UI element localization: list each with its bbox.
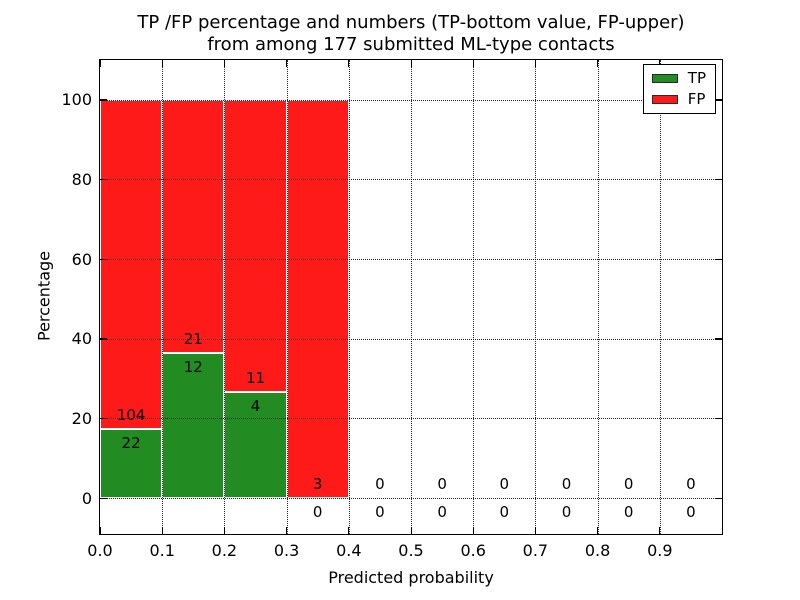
y-tick-label: 80 bbox=[71, 169, 92, 189]
x-tick-label: 0.3 bbox=[273, 541, 300, 560]
fp-count-label: 0 bbox=[499, 475, 510, 494]
tp-count-label: 12 bbox=[183, 358, 203, 377]
x-tick-top bbox=[286, 60, 288, 67]
x-tick-bottom bbox=[410, 527, 412, 534]
tp-count-label: 0 bbox=[499, 503, 510, 522]
y-tick-left bbox=[100, 417, 107, 420]
y-tick-right bbox=[715, 178, 722, 181]
tp-count-label: 0 bbox=[312, 503, 323, 522]
x-gridline bbox=[535, 60, 537, 534]
x-tick-bottom bbox=[659, 527, 661, 534]
tp-count-label: 0 bbox=[686, 503, 696, 522]
y-tick-label: 100 bbox=[61, 90, 92, 110]
fp-count-label: 0 bbox=[437, 475, 447, 494]
y-tick-label: 40 bbox=[71, 329, 92, 349]
chart-title-line2: from among 177 submitted ML-type contact… bbox=[207, 34, 615, 55]
x-gridline bbox=[411, 60, 412, 534]
fp-count-label: 104 bbox=[116, 405, 146, 424]
x-tick-bottom bbox=[348, 527, 350, 534]
chart-title-line1: TP /FP percentage and numbers (TP-bottom… bbox=[137, 12, 685, 33]
x-tick-bottom bbox=[161, 527, 163, 534]
bar-segment-tp bbox=[162, 353, 225, 499]
fp-count-label: 11 bbox=[245, 368, 266, 387]
fp-count-label: 3 bbox=[312, 475, 323, 494]
x-tick-label: 0.7 bbox=[522, 541, 549, 560]
bar-segment-fp bbox=[286, 99, 349, 499]
x-tick-label: 0.5 bbox=[398, 541, 424, 560]
tp-count-label: 0 bbox=[437, 503, 447, 522]
x-gridline bbox=[224, 60, 226, 534]
x-tick-top bbox=[223, 60, 226, 67]
tp-count-label: 0 bbox=[561, 503, 572, 522]
x-tick-label: 0.2 bbox=[211, 541, 238, 560]
x-gridline bbox=[348, 60, 350, 534]
tp-count-label: 0 bbox=[623, 503, 634, 522]
legend-label-tp: TP bbox=[687, 69, 706, 87]
legend-swatch-tp bbox=[651, 74, 678, 83]
chart-title: TP /FP percentage and numbers (TP-bottom… bbox=[99, 12, 723, 56]
bar-segment-tp bbox=[100, 428, 163, 499]
x-gridline bbox=[162, 60, 164, 534]
y-tick-right bbox=[715, 497, 722, 499]
y-tick-label: 0 bbox=[81, 488, 92, 508]
x-tick-bottom bbox=[286, 527, 288, 534]
x-tick-label: 0.0 bbox=[87, 541, 113, 560]
x-gridline bbox=[597, 60, 599, 534]
y-tick-left bbox=[100, 338, 107, 340]
fp-count-label: 0 bbox=[623, 475, 634, 494]
x-gridline bbox=[473, 60, 475, 534]
y-tick-label: 20 bbox=[71, 408, 92, 428]
tp-count-label: 4 bbox=[250, 396, 261, 415]
y-tick-right bbox=[715, 338, 722, 340]
x-tick-label: 0.6 bbox=[460, 541, 486, 560]
x-tick-label: 0.9 bbox=[647, 541, 673, 560]
y-tick-left bbox=[100, 258, 107, 260]
plot-area: TP FP 104 22 21 12 11 4 3 0 0 0 0 0 0 0 0 0 0 0 0 0 bbox=[99, 59, 723, 535]
legend: TP FP bbox=[642, 64, 716, 114]
x-gridline bbox=[286, 60, 288, 534]
x-tick-top bbox=[161, 60, 163, 67]
y-tick-left bbox=[100, 178, 107, 181]
x-tick-bottom bbox=[597, 527, 599, 534]
x-tick-label: 0.1 bbox=[149, 541, 175, 560]
y-tick-right bbox=[715, 417, 722, 420]
bar-segment-fp bbox=[162, 99, 225, 354]
legend-item-fp: FP bbox=[651, 90, 706, 108]
x-tick-top bbox=[659, 60, 661, 67]
x-axis-label: Predicted probability bbox=[328, 568, 494, 587]
x-tick-bottom bbox=[534, 527, 537, 534]
x-tick-label: 0.4 bbox=[336, 541, 362, 560]
x-tick-top bbox=[472, 60, 474, 67]
y-tick-label: 60 bbox=[71, 249, 92, 269]
bar-segment-fp bbox=[224, 99, 287, 392]
y-tick-left bbox=[100, 99, 107, 101]
x-tick-bottom bbox=[99, 527, 101, 534]
bar-segment-fp bbox=[100, 99, 163, 429]
y-tick-left bbox=[100, 497, 107, 499]
x-gridline bbox=[659, 60, 661, 534]
x-tick-bottom bbox=[472, 527, 474, 534]
x-tick-top bbox=[99, 60, 101, 67]
fp-count-label: 0 bbox=[375, 475, 385, 494]
fp-count-label: 0 bbox=[561, 475, 572, 494]
fp-count-label: 0 bbox=[686, 475, 696, 494]
x-tick-bottom bbox=[223, 527, 226, 534]
y-tick-right bbox=[715, 258, 722, 260]
fp-count-label: 21 bbox=[183, 330, 203, 349]
legend-label-fp: FP bbox=[687, 90, 706, 108]
legend-swatch-fp bbox=[651, 95, 678, 104]
x-tick-top bbox=[348, 60, 350, 67]
y-tick-right bbox=[715, 99, 722, 101]
x-tick-top bbox=[597, 60, 599, 67]
x-tick-label: 0.8 bbox=[584, 541, 611, 560]
tp-count-label: 0 bbox=[375, 503, 385, 522]
x-tick-top bbox=[410, 60, 412, 67]
x-tick-top bbox=[534, 60, 537, 67]
legend-item-tp: TP bbox=[651, 69, 706, 87]
tp-count-label: 22 bbox=[121, 433, 141, 452]
